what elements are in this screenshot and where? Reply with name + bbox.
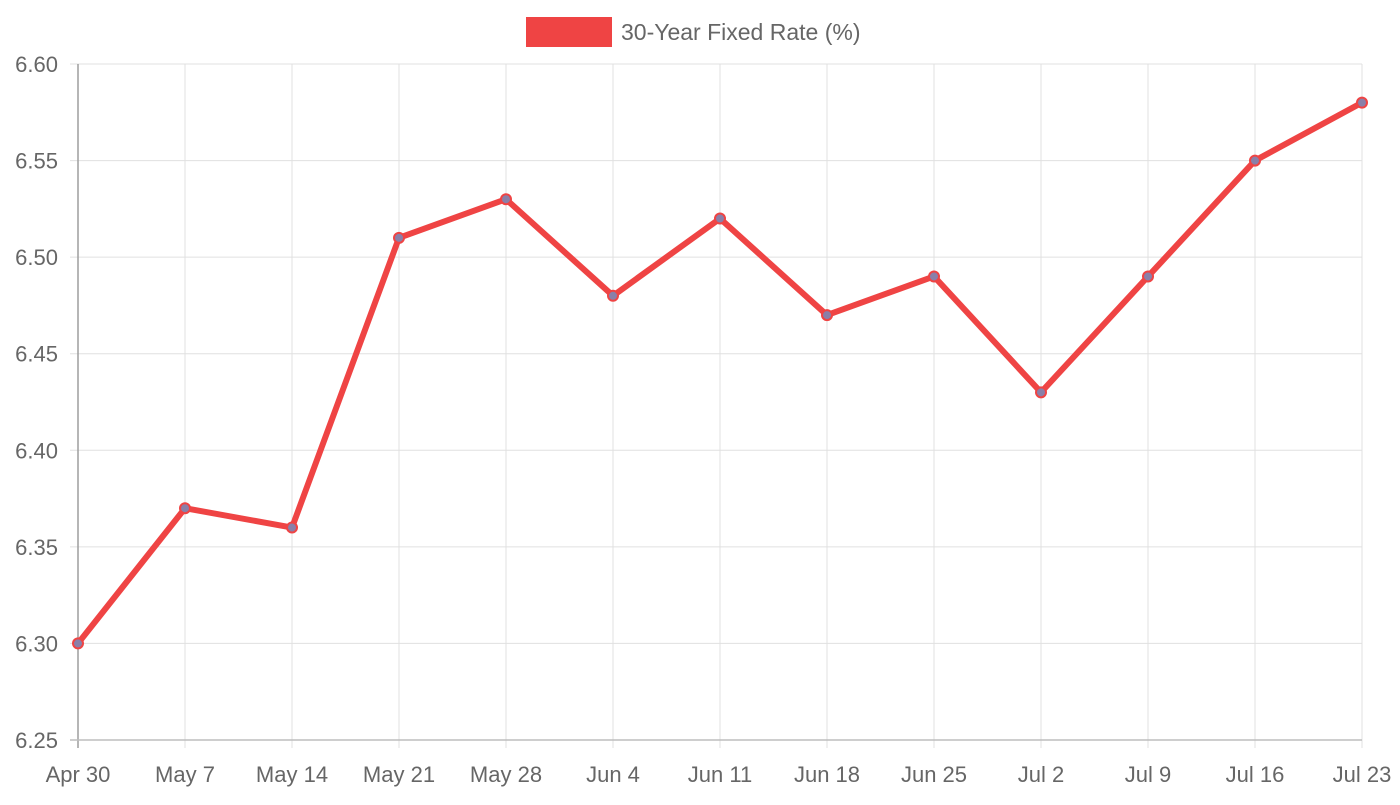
y-tick-label: 6.35 — [15, 535, 58, 560]
x-tick-label: May 28 — [470, 762, 542, 787]
data-point[interactable] — [179, 502, 191, 515]
legend-swatch[interactable] — [526, 17, 612, 47]
data-point[interactable] — [1249, 154, 1261, 167]
data-point[interactable] — [72, 637, 84, 650]
data-point[interactable] — [607, 289, 619, 302]
data-point[interactable] — [821, 309, 833, 322]
y-tick-label: 6.50 — [15, 245, 58, 270]
x-tick-label: Jun 25 — [901, 762, 967, 787]
data-point[interactable] — [500, 193, 512, 206]
x-tick-label: Apr 30 — [46, 762, 111, 787]
data-point[interactable] — [393, 231, 405, 244]
data-point[interactable] — [1142, 270, 1154, 283]
x-tick-label: May 7 — [155, 762, 215, 787]
data-point[interactable] — [928, 270, 940, 283]
y-tick-label: 6.45 — [15, 342, 58, 367]
x-tick-label: Jul 16 — [1226, 762, 1285, 787]
x-tick-label: Jul 23 — [1333, 762, 1392, 787]
data-point[interactable] — [286, 521, 298, 534]
x-tick-label: Jul 2 — [1018, 762, 1064, 787]
x-tick-label: Jun 11 — [688, 762, 752, 787]
x-tick-label: Jun 4 — [586, 762, 640, 787]
data-point[interactable] — [1356, 96, 1368, 109]
y-tick-label: 6.40 — [15, 438, 58, 463]
y-tick-label: 6.30 — [15, 631, 58, 656]
data-point[interactable] — [714, 212, 726, 225]
x-tick-label: May 21 — [363, 762, 435, 787]
x-tick-label: May 14 — [256, 762, 328, 787]
x-tick-label: Jun 18 — [794, 762, 860, 787]
y-tick-label: 6.60 — [15, 52, 58, 77]
y-tick-label: 6.55 — [15, 149, 58, 174]
legend-label: 30-Year Fixed Rate (%) — [621, 19, 860, 45]
x-tick-label: Jul 9 — [1125, 762, 1171, 787]
data-point[interactable] — [1035, 386, 1047, 399]
y-tick-label: 6.25 — [15, 728, 58, 753]
